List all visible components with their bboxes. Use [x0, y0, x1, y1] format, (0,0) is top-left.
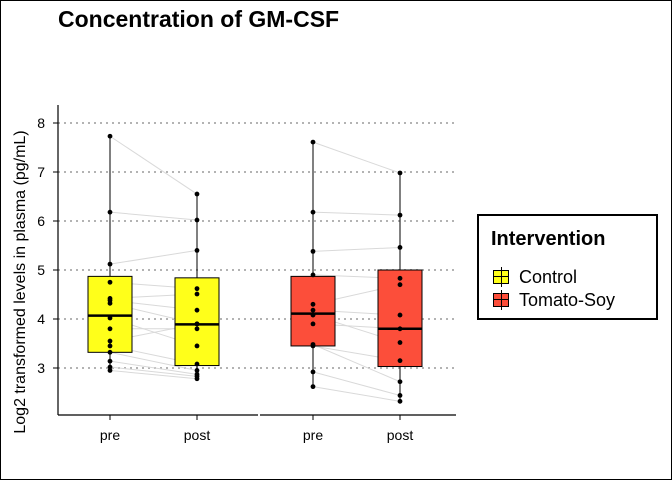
data-point	[107, 358, 113, 364]
data-point	[310, 312, 316, 318]
pair-line	[312, 386, 401, 402]
data-point	[397, 170, 403, 176]
data-point	[107, 261, 113, 267]
data-point	[107, 315, 113, 321]
legend-item-control: Control	[493, 266, 577, 288]
data-point	[310, 209, 316, 215]
data-point	[194, 368, 200, 373]
data-point	[194, 326, 200, 332]
pair-line	[312, 246, 401, 252]
data-point	[107, 364, 113, 370]
data-point	[107, 349, 113, 355]
data-point	[194, 191, 200, 197]
data-point	[310, 301, 316, 307]
data-point	[397, 275, 403, 281]
data-point	[310, 272, 316, 278]
data-point	[310, 248, 316, 254]
chart-title: Concentration of GM-CSF	[58, 6, 340, 32]
data-point	[397, 212, 403, 218]
data-point	[194, 248, 200, 253]
data-point	[107, 279, 113, 285]
data-point	[397, 312, 403, 318]
pair-line	[109, 351, 198, 371]
legend-key-control	[493, 267, 509, 287]
pair-line	[312, 344, 401, 383]
data-point	[194, 343, 200, 349]
data-point	[310, 384, 316, 390]
data-point	[107, 300, 113, 306]
y-tick-label: 5	[37, 262, 45, 278]
data-point	[194, 286, 200, 292]
data-point	[107, 209, 113, 215]
data-point	[194, 361, 200, 367]
data-point	[397, 282, 403, 288]
pair-line	[109, 360, 198, 375]
y-tick-label: 7	[37, 164, 45, 180]
data-point	[397, 358, 403, 364]
data-point	[397, 379, 403, 385]
data-point	[310, 342, 316, 347]
y-tick-label: 3	[37, 360, 45, 376]
pair-line	[109, 366, 198, 377]
data-point	[310, 139, 316, 145]
pair-line	[312, 371, 401, 396]
data-point	[107, 133, 113, 139]
data-point	[310, 321, 316, 327]
x-tick-label: post	[387, 427, 414, 443]
x-tick-label: pre	[303, 427, 323, 443]
data-point	[194, 291, 200, 297]
legend-key-tomato-soy	[493, 290, 509, 310]
data-point	[397, 340, 403, 345]
data-point	[397, 326, 403, 332]
data-point	[194, 376, 200, 382]
x-tick-label: pre	[100, 427, 120, 443]
legend-item-tomato-soy: Tomato-Soy	[493, 289, 615, 311]
data-point	[194, 217, 200, 223]
data-point	[107, 343, 113, 349]
legend-title: Intervention	[491, 228, 606, 250]
data-point	[107, 326, 113, 332]
data-point	[397, 393, 403, 398]
data-point	[194, 321, 200, 327]
pair-line	[312, 141, 401, 174]
data-point	[397, 245, 403, 250]
pair-line	[109, 135, 198, 195]
legend-label-tomato-soy: Tomato-Soy	[519, 289, 616, 310]
pair-line	[109, 369, 198, 380]
pair-line	[312, 211, 401, 216]
data-point	[194, 307, 200, 313]
y-tick-label: 6	[37, 213, 45, 229]
legend-label-control: Control	[519, 266, 578, 287]
legend: Intervention Control Tomato-Soy	[477, 214, 658, 320]
data-point	[107, 338, 113, 344]
y-tick-label: 8	[37, 115, 45, 131]
pair-line	[109, 249, 198, 265]
pair-line	[109, 211, 198, 221]
data-point	[310, 307, 316, 313]
x-tick-label: post	[184, 427, 211, 443]
data-point	[310, 369, 316, 375]
y-tick-label: 4	[37, 311, 45, 327]
data-point	[397, 398, 403, 404]
data-point	[107, 368, 113, 373]
